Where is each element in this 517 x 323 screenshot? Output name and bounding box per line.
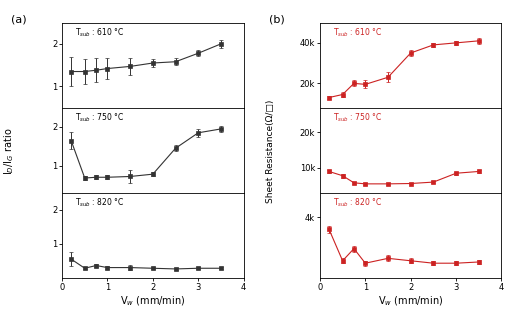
Text: (b): (b): [269, 14, 285, 24]
Text: I$_D$/I$_G$ ratio: I$_D$/I$_G$ ratio: [3, 128, 17, 175]
Text: T$_{sub}$ : 750 °C: T$_{sub}$ : 750 °C: [332, 112, 382, 124]
Text: T$_{sub}$ : 610 °C: T$_{sub}$ : 610 °C: [332, 27, 382, 39]
X-axis label: V$_w$ (mm/min): V$_w$ (mm/min): [378, 295, 443, 308]
Text: T$_{sub}$ : 820 °C: T$_{sub}$ : 820 °C: [75, 197, 125, 210]
Text: T$_{sub}$ : 610 °C: T$_{sub}$ : 610 °C: [75, 27, 125, 39]
Text: Sheet Resistance(Ω/□): Sheet Resistance(Ω/□): [266, 100, 275, 203]
Text: T$_{sub}$ : 820 °C: T$_{sub}$ : 820 °C: [332, 197, 382, 210]
X-axis label: V$_w$ (mm/min): V$_w$ (mm/min): [120, 295, 186, 308]
Text: (a): (a): [11, 14, 27, 24]
Text: T$_{sub}$ : 750 °C: T$_{sub}$ : 750 °C: [75, 112, 125, 124]
